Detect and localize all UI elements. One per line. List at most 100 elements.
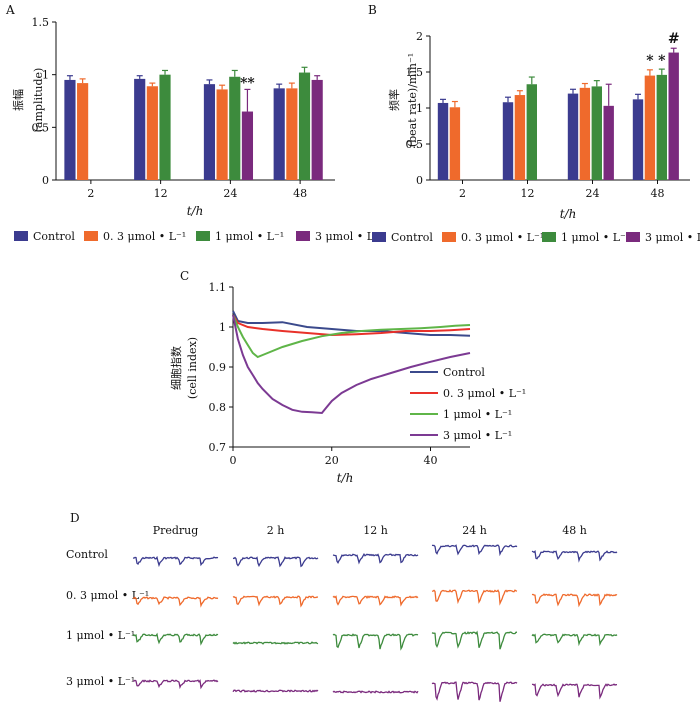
panel-a-ylabel-cn: 振幅	[11, 89, 25, 111]
panel-c-series-line	[232, 314, 471, 359]
panel-c-ylabel-cn: 细胞指数	[169, 346, 183, 390]
panel-b-ytick-label: 1	[416, 102, 423, 115]
panel-c-ytick-label: 0.7	[209, 441, 227, 454]
panel-d-trace	[232, 556, 319, 568]
panel-d-label: D	[70, 511, 80, 525]
legend-a-entry: 1 μmol • L⁻¹	[215, 230, 284, 243]
panel-b-bar	[603, 105, 614, 180]
panel-d-row-label: 0. 3 μmol • L⁻¹	[66, 589, 149, 602]
legend-a-swatch	[296, 231, 310, 241]
panel-b-bar	[644, 75, 656, 180]
panel-d-row-label: 1 μmol • L⁻¹	[66, 629, 135, 642]
panel-a-bar	[286, 88, 298, 180]
panel-a-ylabel-en: (amplitude)	[32, 68, 45, 133]
panel-d-column-label: Predrug	[153, 524, 199, 537]
legend-a-entry: Control	[33, 230, 75, 243]
panel-a-ytick-label: 0.5	[32, 121, 50, 134]
panel-b-significance-mark: #	[668, 31, 680, 47]
panel-a-bar	[229, 76, 241, 180]
panel-b-ytick-label: 2	[416, 30, 423, 43]
panel-a-bar	[241, 111, 254, 180]
panel-d-row-label: Control	[66, 548, 108, 561]
legend-a-swatch	[14, 231, 28, 241]
panel-a-bar	[159, 74, 171, 180]
legend-b-swatch	[542, 232, 556, 242]
panel-d-trace	[431, 681, 518, 702]
panel-b-bar	[514, 95, 526, 180]
panel-d-trace	[431, 544, 518, 557]
panel-c-legend-entry: 0. 3 μmol • L⁻¹	[443, 387, 526, 400]
panel-d-trace	[232, 595, 319, 608]
legend-a-swatch	[196, 231, 210, 241]
panel-d-trace	[431, 589, 518, 606]
panel-b-significance-mark: *	[646, 53, 654, 69]
panel-c-label: C	[180, 269, 189, 283]
legend-b-entry: 3 μmol • L⁻¹	[645, 231, 700, 244]
panel-c-legend-entry: 3 μmol • L⁻¹	[443, 429, 512, 442]
panel-d-column-label: 48 h	[562, 524, 587, 537]
panel-d: D Predrug 2 h 12 h 24 h 48 h Control 0. 3 μmol…	[66, 511, 618, 702]
panel-b-ytick-label: 1.5	[406, 66, 424, 79]
panel-a-ytick-label: 0	[42, 174, 49, 187]
legend-b: Control 0. 3 μmol • L⁻¹ 1 μmol • L⁻¹ 3 μmol…	[372, 231, 700, 244]
panel-b-bar	[437, 102, 449, 180]
panel-d-trace	[132, 596, 219, 608]
panel-d-column-label: 2 h	[267, 524, 285, 537]
panel-b-bar	[502, 102, 514, 180]
panel-c-xlabel: t/h	[337, 471, 354, 485]
panel-a-xtick-label: 48	[293, 187, 307, 200]
panel-d-trace	[531, 593, 618, 608]
panel-d-trace	[332, 595, 419, 607]
panel-a-bar	[203, 84, 216, 180]
panel-b-bar	[567, 93, 579, 180]
panel-a-bar	[311, 79, 323, 180]
panel-b-xtick-label: 24	[586, 187, 600, 200]
panel-d-trace	[531, 550, 618, 563]
panel-d-trace	[332, 552, 419, 565]
panel-a: A 振幅 (amplitude) t/h 0 0.5 1 1.5 2 12 24 48 **	[5, 3, 335, 218]
legend-b-swatch	[442, 232, 456, 242]
panel-a-bar	[77, 83, 89, 180]
legend-b-entry: Control	[391, 231, 433, 244]
panel-d-row-label: 3 μmol • L⁻¹	[66, 675, 135, 688]
panel-a-xtick-label: 12	[154, 187, 168, 200]
panel-a-bar	[146, 86, 158, 180]
legend-b-swatch	[372, 232, 386, 242]
panel-a-significance-mark: **	[240, 75, 255, 91]
panel-b-xtick-label: 12	[521, 187, 535, 200]
panel-a-bar	[216, 89, 228, 180]
panel-a-bar	[298, 72, 311, 180]
panel-b-xtick-label: 48	[651, 187, 665, 200]
panel-c-ytick-label: 0.8	[209, 401, 227, 414]
panel-b-bar	[591, 86, 602, 180]
panel-b-significance-mark: *	[658, 53, 666, 69]
panel-b-bar	[632, 99, 644, 180]
panel-c-legend-entry: Control	[443, 366, 485, 379]
panel-a-xlabel: t/h	[187, 204, 204, 218]
panel-b-bar	[526, 84, 537, 180]
panel-d-column-label: 24 h	[462, 524, 487, 537]
panel-c-xtick-label: 20	[325, 454, 339, 467]
panel-c-xtick-label: 0	[230, 454, 237, 467]
panel-c-ytick-label: 1.1	[209, 281, 227, 294]
panel-b-ylabel-en: (beat rate)/min⁻¹	[406, 53, 419, 147]
panel-c-ytick-label: 0.9	[209, 361, 227, 374]
panel-d-trace	[332, 633, 419, 651]
panel-c: C 细胞指数 (cell index) t/h 0.7 0.8 0.9 1 1.1 0 20…	[169, 269, 526, 485]
legend-a: Control 0. 3 μmol • L⁻¹ 1 μmol • L⁻¹ 3 μmol…	[14, 230, 384, 243]
panel-b-xtick-label: 2	[459, 187, 466, 200]
panel-c-series-line	[232, 310, 471, 337]
panel-c-ytick-label: 1	[219, 321, 226, 334]
legend-a-entry: 0. 3 μmol • L⁻¹	[103, 230, 186, 243]
panel-a-ytick-label: 1.5	[32, 16, 50, 29]
panel-b-bar	[579, 87, 591, 180]
legend-a-entry: 3 μmol • L⁻¹	[315, 230, 384, 243]
legend-b-entry: 1 μmol • L⁻¹	[561, 231, 630, 244]
panel-c-series-line	[232, 314, 471, 415]
panel-c-xtick-label: 40	[424, 454, 438, 467]
panel-c-legend-entry: 1 μmol • L⁻¹	[443, 408, 512, 421]
panel-b: B 频率 (beat rate)/min⁻¹ t/h 00.511.522 12 2…	[368, 3, 690, 221]
panel-d-trace	[232, 689, 319, 693]
panel-b-ytick-label: 0	[416, 174, 423, 187]
